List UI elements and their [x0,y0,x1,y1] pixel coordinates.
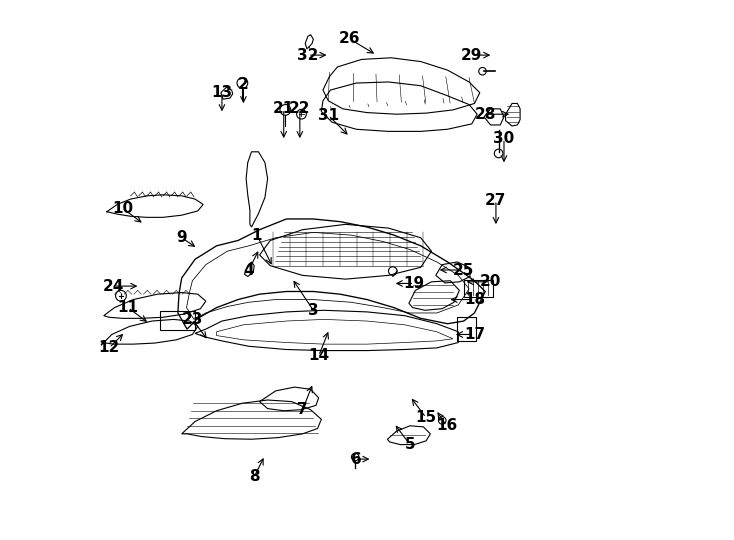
Text: 3: 3 [308,303,319,318]
Text: 22: 22 [289,102,310,116]
Text: 7: 7 [297,402,308,417]
Text: 17: 17 [464,327,485,342]
Text: 10: 10 [112,201,133,215]
Text: 29: 29 [461,48,482,63]
Text: 1: 1 [252,227,262,242]
Text: 5: 5 [404,437,415,452]
Bar [457,317,476,341]
Text: 14: 14 [308,348,330,363]
Text: 4: 4 [244,262,254,278]
Text: 15: 15 [415,410,437,425]
Text: 16: 16 [436,418,457,433]
Text: 11: 11 [117,300,139,315]
Text: 20: 20 [480,274,501,289]
Text: 26: 26 [339,31,360,46]
Text: 28: 28 [474,107,496,122]
Text: 8: 8 [249,469,260,484]
Text: 30: 30 [493,131,515,146]
Bar [160,312,195,330]
Text: 13: 13 [211,85,233,100]
Text: 2: 2 [238,77,249,92]
Text: 6: 6 [351,451,362,467]
Text: 31: 31 [318,108,339,123]
Text: 24: 24 [103,279,124,294]
Text: 19: 19 [404,276,425,291]
Text: 27: 27 [485,193,506,208]
Bar [464,280,493,297]
Text: 25: 25 [453,262,474,278]
Text: 18: 18 [464,292,485,307]
Text: 9: 9 [176,230,187,245]
Text: 23: 23 [182,312,203,327]
Text: 21: 21 [273,102,294,116]
Text: 12: 12 [98,340,120,355]
Text: 32: 32 [297,48,319,63]
